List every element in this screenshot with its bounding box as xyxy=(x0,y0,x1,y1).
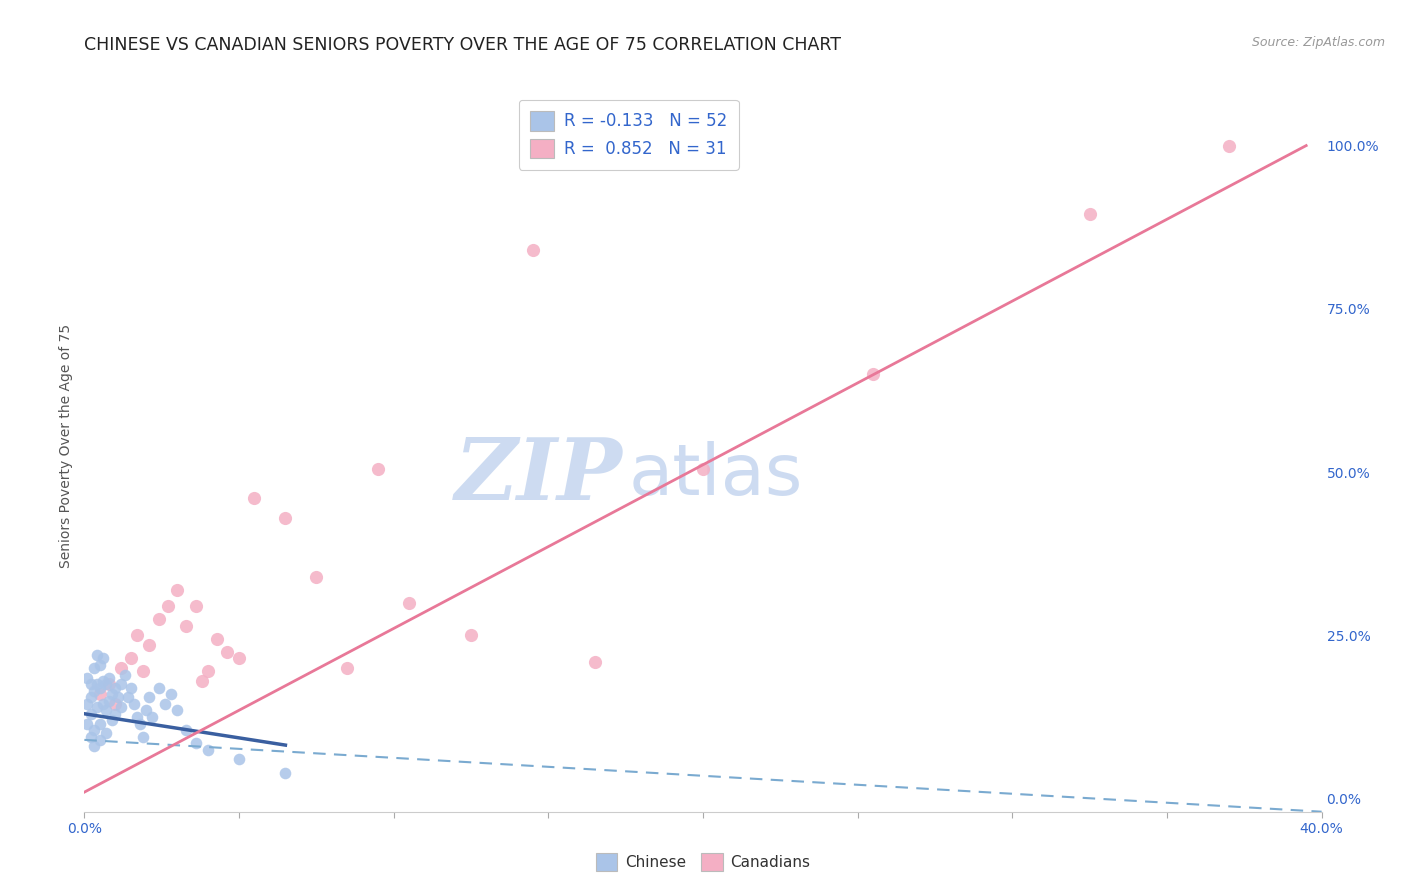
Point xyxy=(1078,207,1101,221)
Point xyxy=(207,632,229,646)
Point xyxy=(83,684,105,698)
Point xyxy=(104,706,127,721)
Point xyxy=(117,690,139,705)
Point xyxy=(176,723,198,737)
Point xyxy=(125,710,148,724)
Point xyxy=(76,716,98,731)
Point xyxy=(305,569,328,583)
Point xyxy=(122,697,145,711)
Point xyxy=(89,657,111,672)
Point xyxy=(94,704,117,718)
Point xyxy=(274,511,297,525)
Point xyxy=(98,694,121,708)
Point xyxy=(101,714,124,728)
Point xyxy=(104,681,127,695)
Point xyxy=(83,723,105,737)
Point xyxy=(76,671,98,685)
Point xyxy=(104,697,127,711)
Point xyxy=(110,661,132,675)
Point xyxy=(89,732,111,747)
Point xyxy=(138,638,160,652)
Point xyxy=(156,599,179,613)
Point xyxy=(138,690,160,705)
Text: CHINESE VS CANADIAN SENIORS POVERTY OVER THE AGE OF 75 CORRELATION CHART: CHINESE VS CANADIAN SENIORS POVERTY OVER… xyxy=(84,36,841,54)
Point xyxy=(166,704,188,718)
Point xyxy=(79,690,101,705)
Point xyxy=(215,645,238,659)
Point xyxy=(120,651,142,665)
Point xyxy=(160,687,183,701)
Text: atlas: atlas xyxy=(628,441,803,509)
Point xyxy=(197,665,219,679)
Text: ZIP: ZIP xyxy=(454,434,623,517)
Text: Source: ZipAtlas.com: Source: ZipAtlas.com xyxy=(1251,36,1385,49)
Legend: Chinese, Canadians: Chinese, Canadians xyxy=(589,847,817,877)
Point xyxy=(522,243,544,257)
Point xyxy=(114,667,136,681)
Point xyxy=(129,716,152,731)
Point xyxy=(86,677,108,691)
Point xyxy=(101,687,124,701)
Point xyxy=(176,618,198,632)
Point xyxy=(83,739,105,754)
Point xyxy=(110,700,132,714)
Point xyxy=(197,742,219,756)
Point xyxy=(98,677,121,691)
Point xyxy=(79,706,101,721)
Point xyxy=(110,677,132,691)
Point xyxy=(692,462,714,476)
Point xyxy=(132,665,155,679)
Point xyxy=(184,599,207,613)
Point xyxy=(79,730,101,744)
Point xyxy=(1218,138,1240,153)
Point xyxy=(367,462,389,476)
Point xyxy=(148,612,170,626)
Point xyxy=(184,736,207,750)
Point xyxy=(132,730,155,744)
Point xyxy=(228,651,250,665)
Point xyxy=(583,655,606,669)
Point xyxy=(120,681,142,695)
Point xyxy=(191,674,214,689)
Point xyxy=(135,704,157,718)
Point xyxy=(336,661,359,675)
Point xyxy=(153,697,176,711)
Point xyxy=(228,752,250,766)
Point xyxy=(83,661,105,675)
Point xyxy=(274,765,297,780)
Point xyxy=(243,491,266,506)
Point xyxy=(94,726,117,740)
Point xyxy=(862,367,884,381)
Point xyxy=(91,697,114,711)
Point xyxy=(148,681,170,695)
Point xyxy=(91,651,114,665)
Point xyxy=(107,690,129,705)
Point xyxy=(86,700,108,714)
Point xyxy=(79,677,101,691)
Point xyxy=(91,674,114,689)
Point xyxy=(166,582,188,597)
Point xyxy=(98,671,121,685)
Point xyxy=(86,648,108,662)
Point xyxy=(76,697,98,711)
Point xyxy=(125,628,148,642)
Point xyxy=(94,677,117,691)
Point xyxy=(89,716,111,731)
Point xyxy=(460,628,482,642)
Point xyxy=(89,681,111,695)
Point xyxy=(89,687,111,701)
Y-axis label: Seniors Poverty Over the Age of 75: Seniors Poverty Over the Age of 75 xyxy=(59,324,73,568)
Point xyxy=(141,710,163,724)
Point xyxy=(398,596,420,610)
